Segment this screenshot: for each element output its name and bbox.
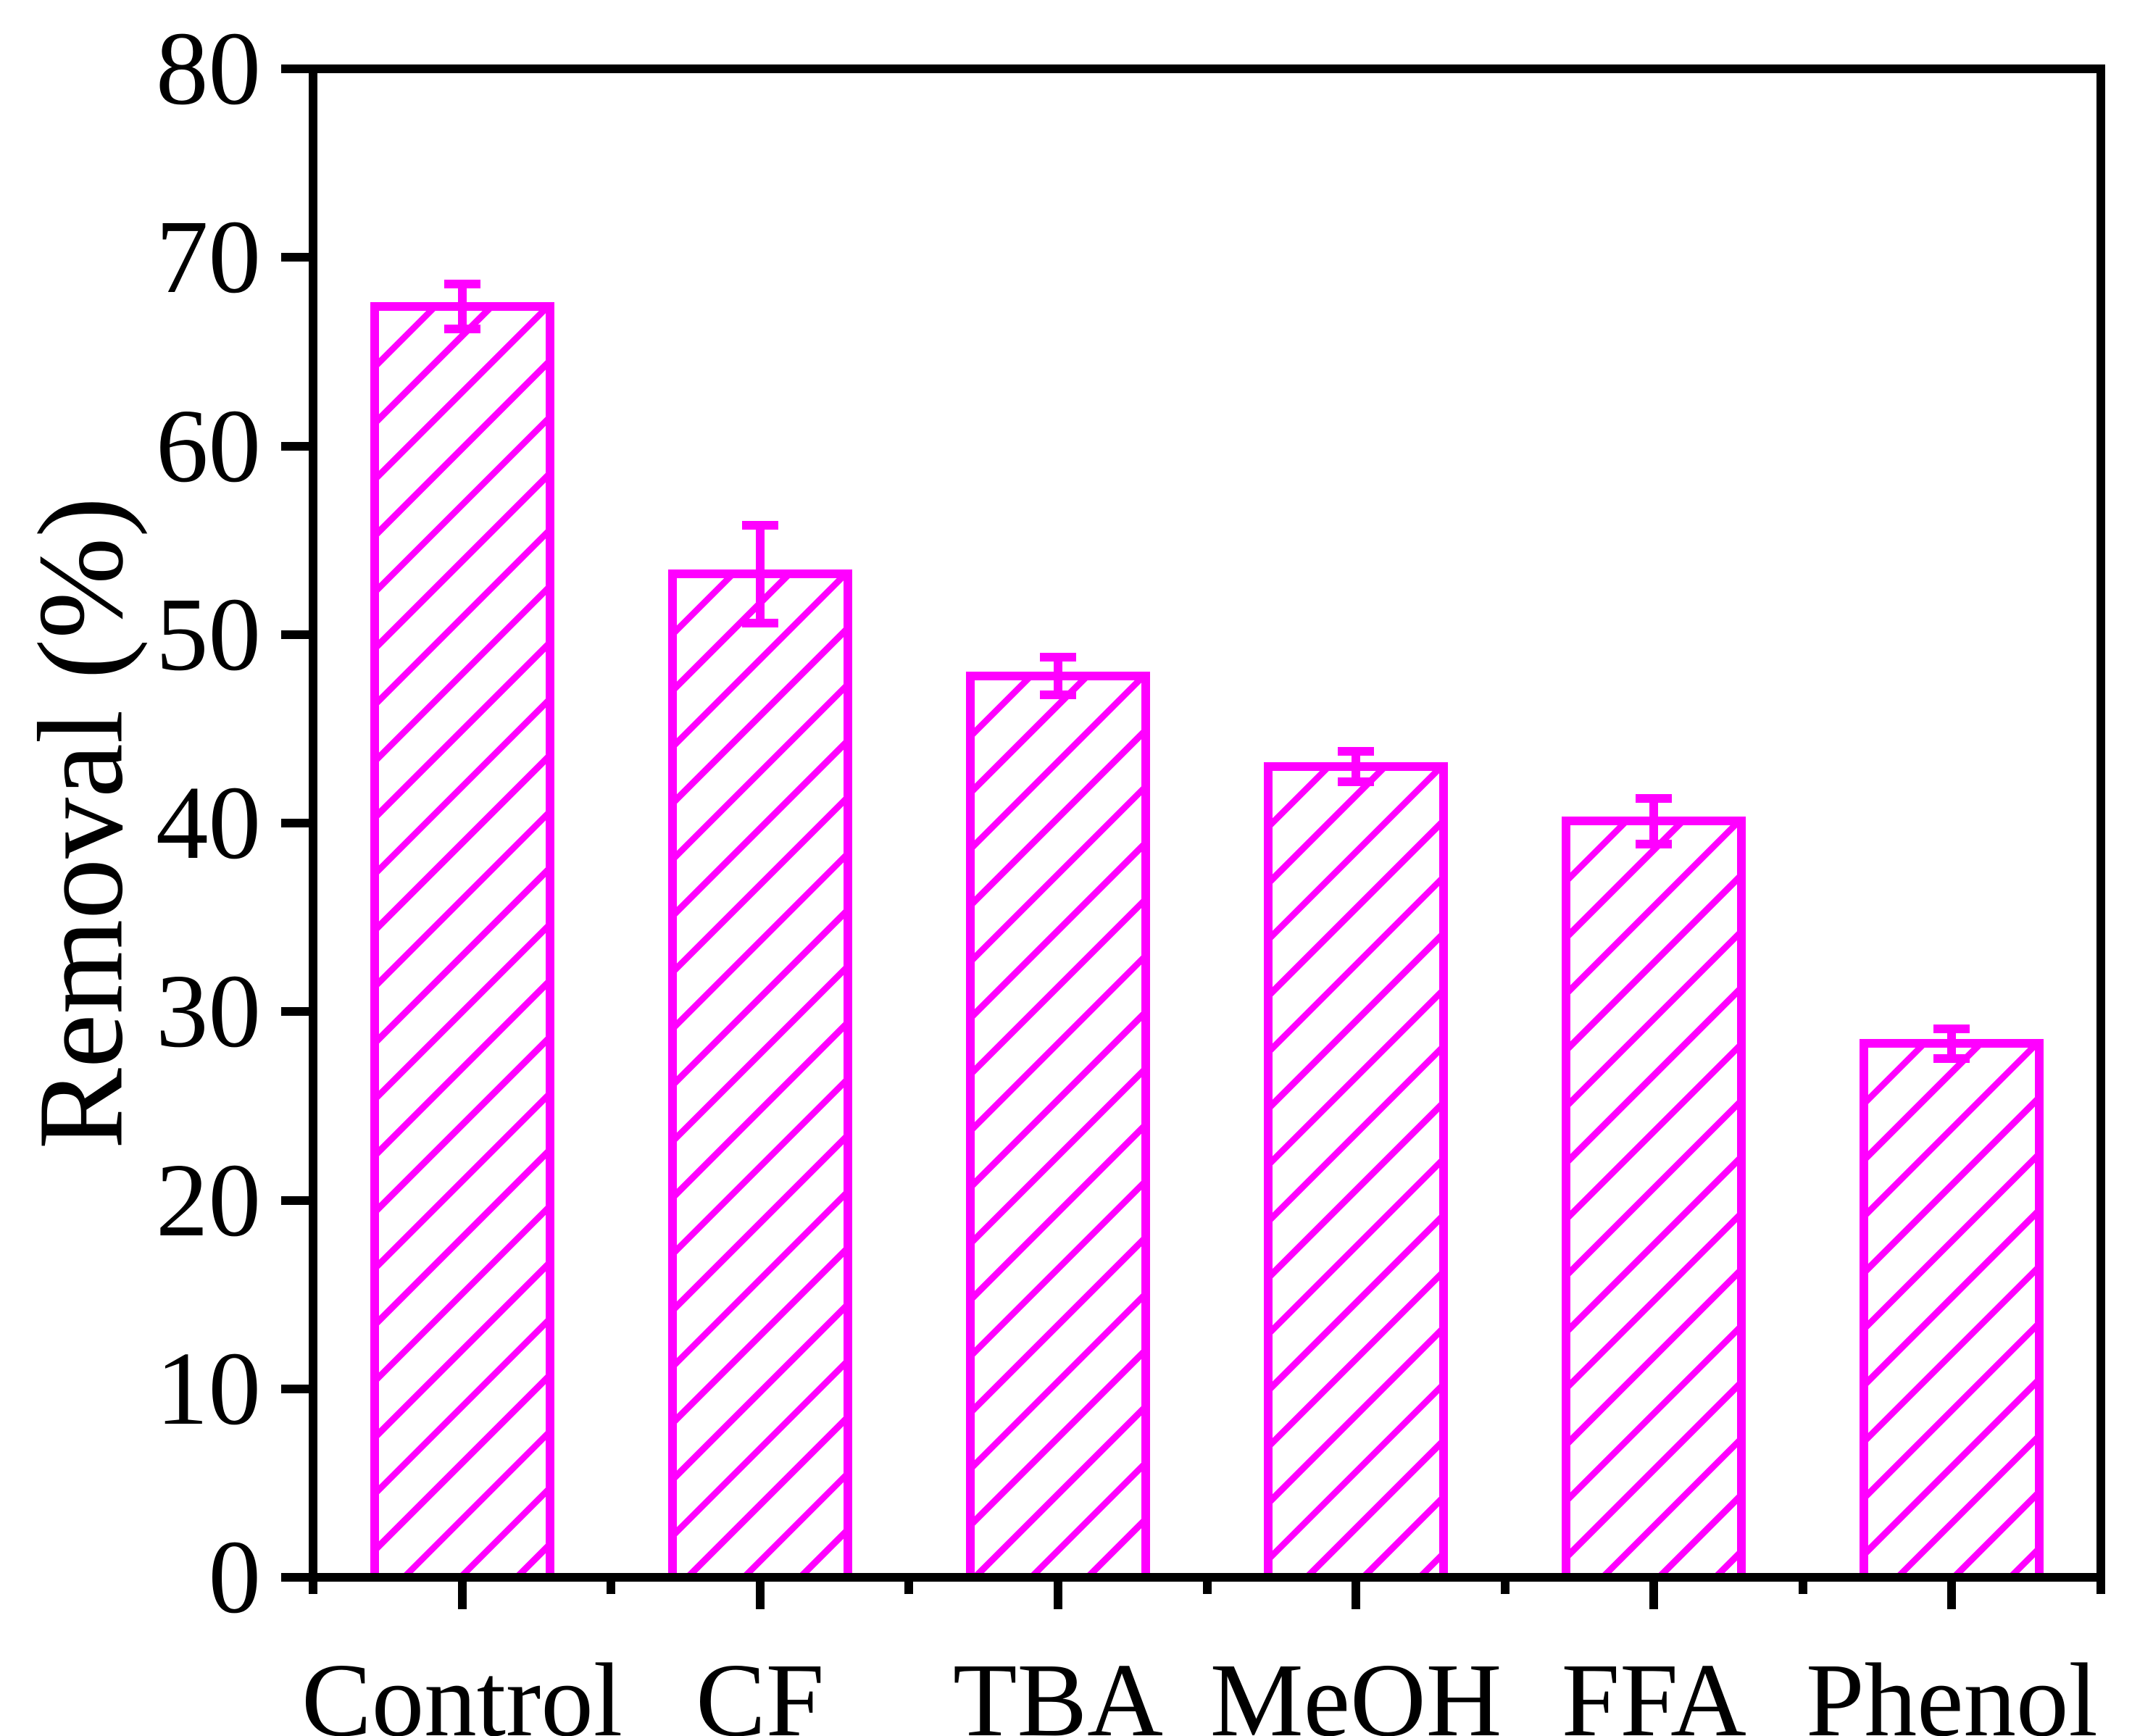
x-minor-tick <box>904 1582 914 1594</box>
y-major-tick <box>281 630 309 639</box>
x-category-label: TBA <box>952 1643 1163 1736</box>
error-bar-cap <box>444 325 480 334</box>
error-bar-cap <box>1338 777 1375 786</box>
bar-control <box>370 301 554 1582</box>
x-major-tick <box>457 1582 467 1609</box>
error-bar-cap <box>1338 747 1375 756</box>
y-tick-label: 30 <box>156 953 261 1070</box>
bar-ffa <box>1562 817 1746 1582</box>
error-bar-cap <box>1636 794 1673 804</box>
error-bar-cap <box>444 279 480 288</box>
x-category-label: MeOH <box>1209 1643 1502 1736</box>
error-bar-cap <box>1636 839 1673 848</box>
plot-area-border <box>309 64 2105 1582</box>
error-bar-stem <box>755 520 765 628</box>
y-tick-label: 20 <box>156 1142 261 1259</box>
x-category-label: Control <box>301 1643 623 1736</box>
error-bar-cap <box>1933 1024 1970 1033</box>
error-bar-cap <box>1933 1054 1970 1064</box>
bar-meoh <box>1264 761 1449 1582</box>
error-bar-cap <box>1039 690 1076 700</box>
y-tick-label: 80 <box>156 11 261 127</box>
y-major-tick <box>281 1384 309 1393</box>
y-tick-label: 70 <box>156 199 261 316</box>
x-major-tick <box>755 1582 765 1609</box>
y-major-tick <box>281 441 309 451</box>
bar-phenol <box>1860 1039 2044 1582</box>
error-bar-cap <box>741 520 778 530</box>
error-bar-cap <box>1039 652 1076 662</box>
x-minor-tick <box>2096 1582 2105 1594</box>
error-bar-cap <box>741 619 778 628</box>
error-bar-stem <box>457 279 467 334</box>
x-major-tick <box>1352 1582 1361 1609</box>
x-major-tick <box>1053 1582 1062 1609</box>
y-tick-label: 10 <box>156 1330 261 1447</box>
error-bar-stem <box>1649 794 1659 848</box>
x-minor-tick <box>607 1582 616 1594</box>
error-bar-stem <box>1352 747 1361 786</box>
y-major-tick <box>281 64 309 73</box>
y-major-tick <box>281 1007 309 1017</box>
y-major-tick <box>281 819 309 827</box>
x-major-tick <box>1947 1582 1957 1609</box>
y-tick-label: 60 <box>156 388 261 504</box>
x-category-label: Phenol <box>1806 1643 2098 1736</box>
error-bar-stem <box>1947 1024 1957 1064</box>
error-bar-stem <box>1053 652 1062 700</box>
y-major-tick <box>281 253 309 262</box>
y-tick-label: 40 <box>156 765 261 881</box>
y-tick-label: 0 <box>208 1519 262 1635</box>
y-major-tick <box>281 1573 309 1582</box>
x-minor-tick <box>1202 1582 1212 1594</box>
x-category-label: CF <box>696 1643 825 1736</box>
bar-tba <box>965 672 1150 1582</box>
bar-cf <box>667 569 852 1582</box>
x-category-label: FFA <box>1561 1643 1746 1736</box>
y-major-tick <box>281 1195 309 1205</box>
x-minor-tick <box>1798 1582 1807 1594</box>
x-minor-tick <box>1500 1582 1510 1594</box>
x-minor-tick <box>309 1582 317 1594</box>
y-tick-label: 50 <box>156 576 261 693</box>
x-major-tick <box>1649 1582 1659 1609</box>
